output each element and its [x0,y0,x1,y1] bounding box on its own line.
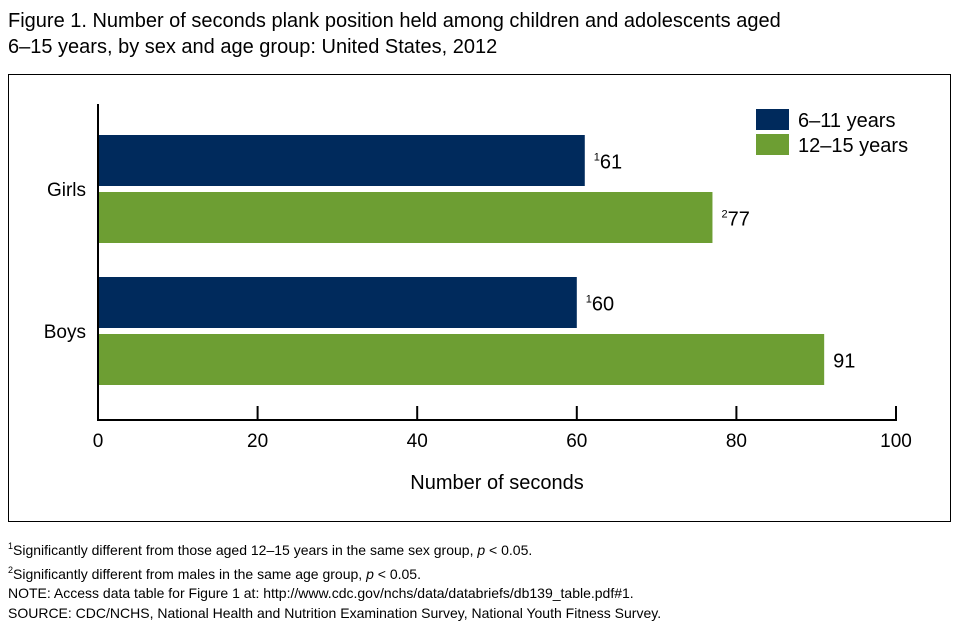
x-tick-label: 100 [880,431,912,452]
footnote-tail: < 0.05. [374,566,421,582]
value: 61 [600,152,622,174]
x-tick-label: 20 [247,431,268,452]
x-tick-label: 40 [407,431,428,452]
legend-swatch [756,134,789,155]
bar-chart: 0 20 40 60 80 100 Number of seconds Girls 161 277… [0,0,960,530]
footnote-tail: < 0.05. [485,542,532,558]
x-axis-title: Number of seconds [410,472,583,494]
bar [99,277,577,328]
legend-label: 6–11 years [798,110,895,132]
data-label: 91 [833,351,855,373]
data-label: 277 [721,209,749,231]
bar [99,334,824,385]
source: SOURCE: CDC/NCHS, National Health and Nu… [8,604,661,623]
footnotes: 1Significantly different from those aged… [8,537,661,623]
x-tick-label: 80 [726,431,747,452]
p-symbol: p [366,566,374,582]
note: NOTE: Access data table for Figure 1 at:… [8,584,661,604]
legend-label: 12–15 years [798,135,908,157]
category-label-boys: Boys [44,322,86,343]
category-label-girls: Girls [47,180,86,201]
value: 60 [592,294,614,316]
x-tick-label: 0 [93,431,104,452]
p-symbol: p [477,542,485,558]
bar [99,135,585,186]
data-label: 160 [586,294,614,316]
x-tick-label: 60 [566,431,587,452]
footnote-1: 1Significantly different from those aged… [8,537,661,561]
value: 77 [728,209,750,231]
footnote-text: Significantly different from those aged … [13,542,477,558]
footnote-text: Significantly different from males in th… [13,566,366,582]
bar [99,192,712,243]
data-label: 161 [594,152,622,174]
legend-swatch [756,109,789,130]
footnote-2: 2Significantly different from males in t… [8,561,661,585]
